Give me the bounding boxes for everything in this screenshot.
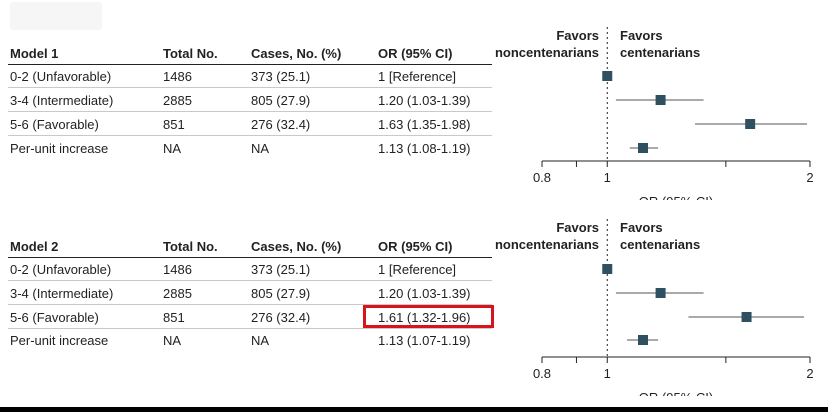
forest-plot-model-2: 0.8 1 2 OR (95% CI) [533, 219, 814, 396]
x-tick-label: 1 [604, 170, 611, 185]
row-total: 2885 [163, 93, 192, 108]
row-cases: 373 (25.1) [251, 262, 311, 277]
favors-centenarians-label: Favors centenarians [620, 220, 701, 252]
row-total: NA [163, 333, 182, 348]
row-cases: 805 (27.9) [251, 286, 311, 301]
or-marker [655, 288, 666, 298]
favors-noncentenarians-label: Favors noncentenarians [494, 220, 599, 252]
x-tick-label: 2 [806, 170, 813, 185]
row-cases: 276 (32.4) [251, 117, 311, 132]
row-label: 5-6 (Favorable) [10, 117, 99, 132]
row-total: 2885 [163, 286, 192, 301]
row-or: 1.63 (1.35-1.98) [378, 117, 471, 132]
x-tick-label: 2 [806, 366, 813, 381]
row-cases: NA [251, 333, 270, 348]
row-total: 851 [163, 117, 185, 132]
row-total: 851 [163, 310, 185, 325]
bottom-border [0, 407, 828, 412]
row-label: 0-2 (Unfavorable) [10, 69, 112, 84]
row-or: 1.20 (1.03-1.39) [378, 93, 471, 108]
row-cases: NA [251, 141, 270, 156]
row-divider [8, 328, 492, 329]
or-marker [638, 335, 649, 345]
row-or: 1.61 (1.32-1.96) [378, 310, 471, 325]
or-marker [655, 95, 666, 105]
header-or: OR (95% CI) [378, 239, 453, 254]
row-divider [8, 280, 492, 281]
header-cases: Cases, No. (%) [251, 239, 342, 254]
header-cases: Cases, No. (%) [251, 46, 342, 61]
header-total: Total No. [163, 46, 218, 61]
or-marker [745, 119, 756, 129]
row-or: 1.13 (1.08-1.19) [378, 141, 471, 156]
row-label: 0-2 (Unfavorable) [10, 262, 112, 277]
or-marker [741, 312, 752, 322]
header-rule [8, 257, 492, 258]
x-tick-label: 1 [604, 366, 611, 381]
or-marker [602, 264, 613, 274]
row-label: 3-4 (Intermediate) [10, 93, 114, 108]
or-marker [638, 143, 649, 153]
row-or: 1.13 (1.07-1.19) [378, 333, 471, 348]
row-divider [8, 87, 492, 88]
row-cases: 276 (32.4) [251, 310, 311, 325]
highlight-box [363, 305, 494, 328]
row-label: 3-4 (Intermediate) [10, 286, 114, 301]
row-divider [8, 111, 492, 112]
row-or: 1.20 (1.03-1.39) [378, 286, 471, 301]
row-cases: 805 (27.9) [251, 93, 311, 108]
row-total: NA [163, 141, 182, 156]
row-cases: 373 (25.1) [251, 69, 311, 84]
row-divider [8, 304, 492, 305]
x-tick-label: 0.8 [533, 170, 551, 185]
row-label: 5-6 (Favorable) [10, 310, 99, 325]
header-or: OR (95% CI) [378, 46, 453, 61]
row-total: 1486 [163, 69, 192, 84]
scan-smudge [10, 2, 102, 30]
row-label: Per-unit increase [10, 333, 109, 348]
model-title: Model 2 [10, 239, 59, 254]
favors-noncentenarians-label: Favors noncentenarians [494, 28, 599, 60]
x-tick-label: 0.8 [533, 366, 551, 381]
row-divider [8, 135, 492, 136]
row-or: 1 [Reference] [378, 262, 457, 277]
row-total: 1486 [163, 262, 192, 277]
x-axis-label: OR (95% CI) [639, 390, 713, 396]
or-marker [602, 71, 613, 81]
row-or: 1 [Reference] [378, 69, 457, 84]
header-rule [8, 64, 492, 65]
row-label: Per-unit increase [10, 141, 109, 156]
favors-centenarians-label: Favors centenarians [620, 28, 701, 60]
model-title: Model 1 [10, 46, 59, 61]
forest-plot-model-1: 0.8 1 2 OR (95% CI) [533, 27, 814, 200]
header-total: Total No. [163, 239, 218, 254]
x-axis-label: OR (95% CI) [639, 194, 713, 200]
